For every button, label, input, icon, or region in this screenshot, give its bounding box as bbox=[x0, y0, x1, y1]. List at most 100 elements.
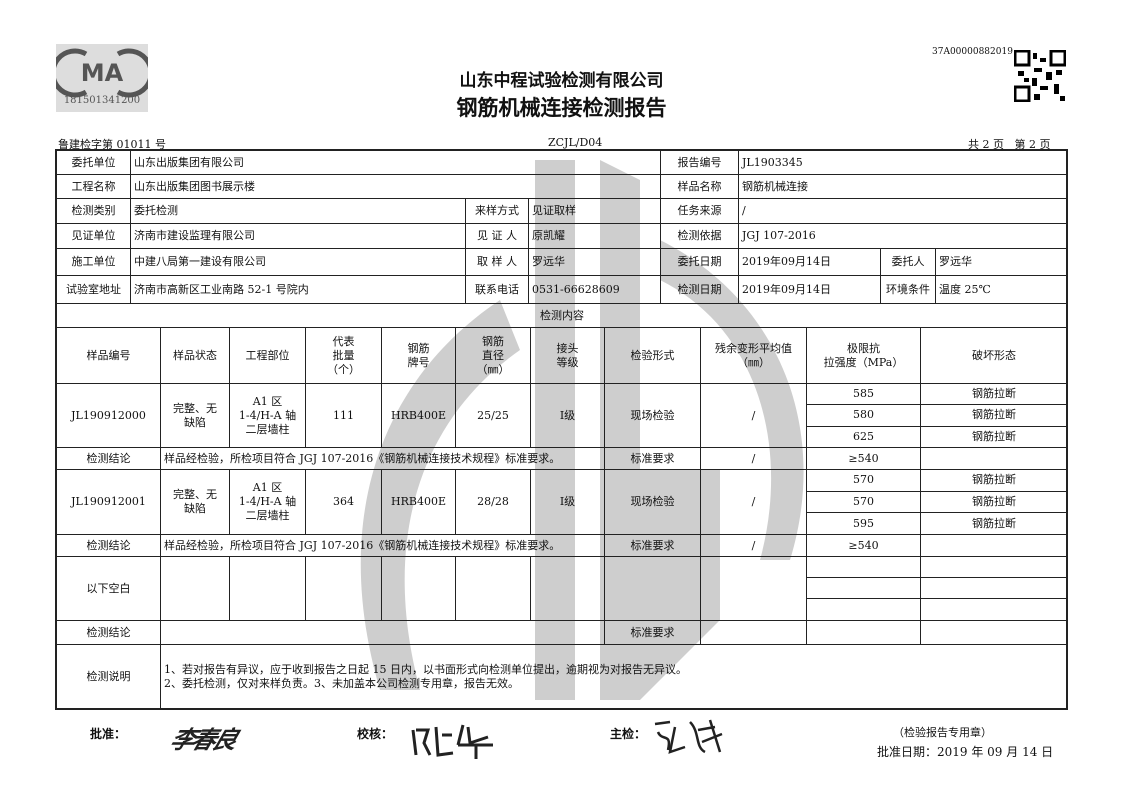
commissioner-value: 罗远华 bbox=[935, 248, 1068, 276]
empty-cell bbox=[604, 556, 701, 621]
sample-name-label: 样品名称 bbox=[660, 174, 739, 199]
sampling-method-value: 见证取样 bbox=[528, 198, 661, 224]
form-code: ZCJL/D04 bbox=[548, 136, 603, 149]
check-signature bbox=[411, 724, 493, 759]
report-no-label: 报告编号 bbox=[660, 150, 739, 175]
sample-location: A1 区 1-4/H-A 轴 二层墙柱 bbox=[229, 383, 306, 448]
standard-strength: ≥540 bbox=[806, 534, 921, 557]
lab-address-value: 济南市高新区工业南路 52-1 号院内 bbox=[130, 275, 466, 304]
test-date-value: 2019年09月14日 bbox=[738, 275, 881, 304]
column-header: 极限抗 拉强度（MPa） bbox=[806, 327, 921, 384]
sample-diameter: 25/25 bbox=[455, 383, 531, 448]
test-date-label: 检测日期 bbox=[660, 275, 739, 304]
client-value: 山东出版集团有限公司 bbox=[130, 150, 661, 175]
column-header: 样品编号 bbox=[56, 327, 161, 384]
test-type-value: 委托检测 bbox=[130, 198, 466, 224]
standard-residual: / bbox=[700, 534, 807, 557]
column-header: 残余变形平均值 （㎜） bbox=[700, 327, 807, 384]
witness-value: 原凯耀 bbox=[528, 223, 661, 249]
sample-batch: 111 bbox=[305, 383, 382, 448]
standard-strength: ≥540 bbox=[806, 447, 921, 470]
conclusion-text: 样品经检验，所检项目符合 JGJ 107-2016《钢筋机械连接技术规程》标准要… bbox=[160, 447, 605, 470]
empty-cell bbox=[160, 556, 230, 621]
standard-residual: / bbox=[700, 447, 807, 470]
basis-value: JGJ 107-2016 bbox=[738, 223, 1068, 249]
notes-label: 检测说明 bbox=[56, 644, 161, 709]
notes-text: 1、若对报告有异议，应于收到报告之日起 15 日内，以书面形式向检测单位提出，逾… bbox=[160, 644, 1068, 709]
cma-logo: MA 181501341200 bbox=[56, 44, 148, 112]
strength-value: 570 bbox=[806, 469, 921, 492]
column-header: 样品状态 bbox=[160, 327, 230, 384]
conclusion-label: 检测结论 bbox=[56, 534, 161, 557]
empty-cell bbox=[305, 556, 382, 621]
sample-id: JL190912001 bbox=[56, 469, 161, 535]
column-header: 接头 等级 bbox=[530, 327, 605, 384]
sample-batch: 364 bbox=[305, 469, 382, 535]
lab-address-label: 试验室地址 bbox=[56, 275, 131, 304]
sample-residual: / bbox=[700, 383, 807, 448]
constructor-value: 中建八局第一建设有限公司 bbox=[130, 248, 466, 276]
empty-cell bbox=[920, 620, 1068, 645]
report-title: 钢筋机械连接检测报告 bbox=[456, 96, 667, 120]
empty-cell bbox=[530, 556, 605, 621]
failure-mode: 钢筋拉断 bbox=[920, 383, 1068, 406]
qr-code-id: 37A00000882019 bbox=[932, 47, 1013, 57]
empty-cell bbox=[700, 556, 807, 621]
project-value: 山东出版集团图书展示楼 bbox=[130, 174, 661, 199]
column-header: 钢筋 直径 （㎜） bbox=[455, 327, 531, 384]
sample-grade: HRB400E bbox=[381, 469, 456, 535]
qr-code-icon bbox=[1014, 50, 1066, 102]
sample-location: A1 区 1-4/H-A 轴 二层墙柱 bbox=[229, 469, 306, 535]
check-label: 校核： bbox=[357, 727, 394, 741]
column-header: 工程部位 bbox=[229, 327, 306, 384]
conclusion-text: 样品经检验，所检项目符合 JGJ 107-2016《钢筋机械连接技术规程》标准要… bbox=[160, 534, 605, 557]
sample-diameter: 28/28 bbox=[455, 469, 531, 535]
sample-id: JL190912000 bbox=[56, 383, 161, 448]
empty-cell bbox=[920, 447, 1068, 470]
client-label: 委托单位 bbox=[56, 150, 131, 175]
failure-mode: 钢筋拉断 bbox=[920, 512, 1068, 535]
failure-mode: 钢筋拉断 bbox=[920, 425, 1068, 448]
seal-note: （检验报告专用章） bbox=[893, 726, 992, 739]
column-header: 代表 批量 （个） bbox=[305, 327, 382, 384]
project-label: 工程名称 bbox=[56, 174, 131, 199]
empty-cell bbox=[381, 556, 456, 621]
sample-state: 完整、无 缺陷 bbox=[160, 469, 230, 535]
approve-label: 批准： bbox=[90, 727, 127, 741]
sample-level: Ⅰ级 bbox=[530, 383, 605, 448]
empty-cell bbox=[806, 598, 921, 621]
column-header: 检验形式 bbox=[604, 327, 701, 384]
phone-label: 联系电话 bbox=[465, 275, 529, 304]
sample-grade: HRB400E bbox=[381, 383, 456, 448]
constructor-label: 施工单位 bbox=[56, 248, 131, 276]
page-info: 共 2 页 第 2 页 bbox=[968, 138, 1051, 151]
column-header: 钢筋 牌号 bbox=[381, 327, 456, 384]
sample-level: Ⅰ级 bbox=[530, 469, 605, 535]
empty-cell bbox=[806, 620, 921, 645]
conclusion-label: 检测结论 bbox=[56, 447, 161, 470]
empty-cell bbox=[806, 577, 921, 599]
approve-signature: 李春良 bbox=[166, 726, 239, 754]
empty-cell bbox=[920, 556, 1068, 578]
empty-cell bbox=[229, 556, 306, 621]
sampler-label: 取 样 人 bbox=[465, 248, 529, 276]
cma-icon: MA bbox=[56, 48, 148, 98]
failure-mode: 钢筋拉断 bbox=[920, 404, 1068, 427]
phone-value: 0531-66628609 bbox=[528, 275, 661, 304]
basis-label: 检测依据 bbox=[660, 223, 739, 249]
license-number: 鲁建检字第 01011 号 bbox=[58, 138, 166, 151]
strength-value: 595 bbox=[806, 512, 921, 535]
strength-value: 585 bbox=[806, 383, 921, 406]
main-inspector-signature bbox=[654, 719, 723, 754]
sample-residual: / bbox=[700, 469, 807, 535]
commission-date-label: 委托日期 bbox=[660, 248, 739, 276]
svg-text:MA: MA bbox=[81, 59, 124, 87]
sample-form: 现场检验 bbox=[604, 383, 701, 448]
witness-unit-label: 见证单位 bbox=[56, 223, 131, 249]
empty-cell bbox=[806, 556, 921, 578]
main-inspector-label: 主检： bbox=[610, 727, 647, 741]
company-name: 山东中程试验检测有限公司 bbox=[459, 71, 664, 91]
task-source-label: 任务来源 bbox=[660, 198, 739, 224]
witness-label: 见 证 人 bbox=[465, 223, 529, 249]
